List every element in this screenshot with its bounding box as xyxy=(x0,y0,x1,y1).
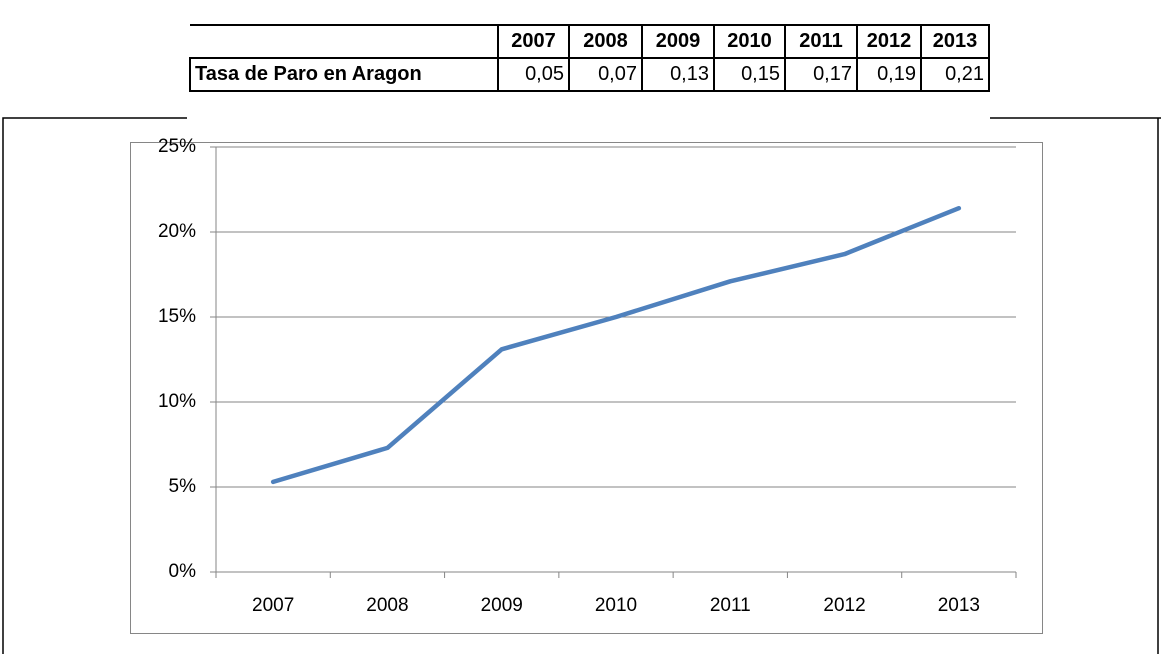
cell: 0,07 xyxy=(568,57,643,92)
y-tick-label: 0% xyxy=(169,561,197,582)
cell: 0,17 xyxy=(784,57,858,92)
y-tick-label: 20% xyxy=(158,221,196,242)
header-row: 2007 2008 2009 2010 2011 2012 2013 xyxy=(190,24,990,59)
x-tick-label: 2007 xyxy=(252,595,294,616)
cell: 0,05 xyxy=(497,57,570,92)
data-table: 2007 2008 2009 2010 2011 2012 2013 Tasa de Paro… xyxy=(189,24,990,92)
x-tick-label: 2008 xyxy=(366,595,408,616)
column-header: 2009 xyxy=(641,24,715,59)
x-tick-label: 2013 xyxy=(938,595,980,616)
y-tick-label: 10% xyxy=(158,391,196,412)
x-tick-label: 2010 xyxy=(595,595,637,616)
x-tick-label: 2009 xyxy=(481,595,523,616)
chart-area xyxy=(130,142,1043,634)
row-label: Tasa de Paro en Aragon xyxy=(189,57,499,92)
y-tick-label: 15% xyxy=(158,306,196,327)
data-row: Tasa de Paro en Aragon 0,05 0,07 0,13 0,15 0,… xyxy=(189,57,990,92)
column-header: 2008 xyxy=(568,24,643,59)
cell: 0,13 xyxy=(641,57,715,92)
column-header: 2012 xyxy=(856,24,922,59)
x-tick-label: 2012 xyxy=(823,595,865,616)
column-header: 2011 xyxy=(784,24,858,59)
y-tick-label: 5% xyxy=(169,476,197,497)
y-tick-label: 25% xyxy=(158,136,196,157)
cell: 0,15 xyxy=(713,57,786,92)
data-line xyxy=(270,205,962,485)
column-header: 2010 xyxy=(713,24,786,59)
x-tick-label: 2011 xyxy=(710,595,751,616)
corner-cell xyxy=(190,24,499,59)
cell: 0,19 xyxy=(856,57,922,92)
column-header: 2007 xyxy=(497,24,570,59)
cell: 0,21 xyxy=(920,57,990,92)
sheet-border xyxy=(2,117,1161,654)
column-header: 2013 xyxy=(920,24,990,59)
